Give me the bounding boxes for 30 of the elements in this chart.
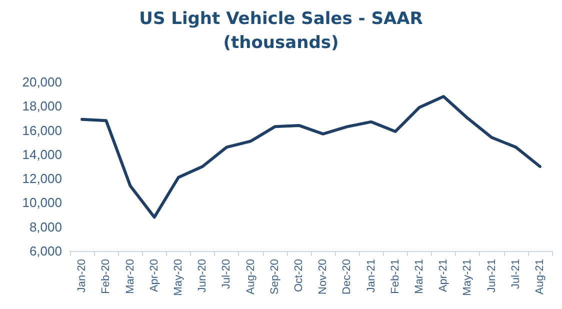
x-tick-label: Jul-21: [510, 259, 522, 289]
y-tick-label: 12,000: [22, 171, 62, 186]
x-tick-label: Aug-20: [244, 259, 257, 294]
x-tick-label: Jun-21: [486, 259, 498, 293]
x-tick-label: Jun-20: [196, 259, 209, 293]
x-tick-label: Sep-20: [268, 259, 281, 294]
y-tick-label: 16,000: [22, 122, 62, 138]
x-tick-label: May-20: [172, 259, 184, 296]
x-tick-label: Oct-20: [292, 259, 305, 292]
y-tick-label: 20,000: [22, 74, 62, 90]
y-tick-label: 8,000: [29, 219, 62, 234]
x-tick-label: Apr-21: [438, 259, 450, 292]
x-tick-label: Aug-21: [534, 259, 546, 294]
y-tick-label: 18,000: [22, 98, 62, 114]
line-series: [80, 94, 542, 219]
x-tick-label: Jan-20: [76, 259, 88, 293]
y-tick-label: 14,000: [22, 146, 62, 162]
y-tick-label: 10,000: [22, 195, 62, 210]
x-tick-label: Dec-20: [341, 259, 354, 294]
x-tick-label: May-21: [462, 259, 474, 296]
x-tick-label: Jan-21: [365, 259, 378, 293]
x-tick-label: Apr-20: [148, 259, 160, 292]
x-tick-label: Nov-20: [317, 259, 330, 294]
y-tick-label: 6,000: [29, 244, 62, 258]
x-tick-label: Feb-20: [100, 259, 112, 294]
chart-title: US Light Vehicle Sales - SAAR (thousands): [139, 9, 423, 53]
x-tick-label: Feb-21: [389, 259, 402, 294]
x-tick-label: Jul-20: [220, 259, 233, 289]
x-tick-label: Mar-20: [124, 259, 136, 294]
x-tick-label: Mar-21: [413, 259, 426, 294]
